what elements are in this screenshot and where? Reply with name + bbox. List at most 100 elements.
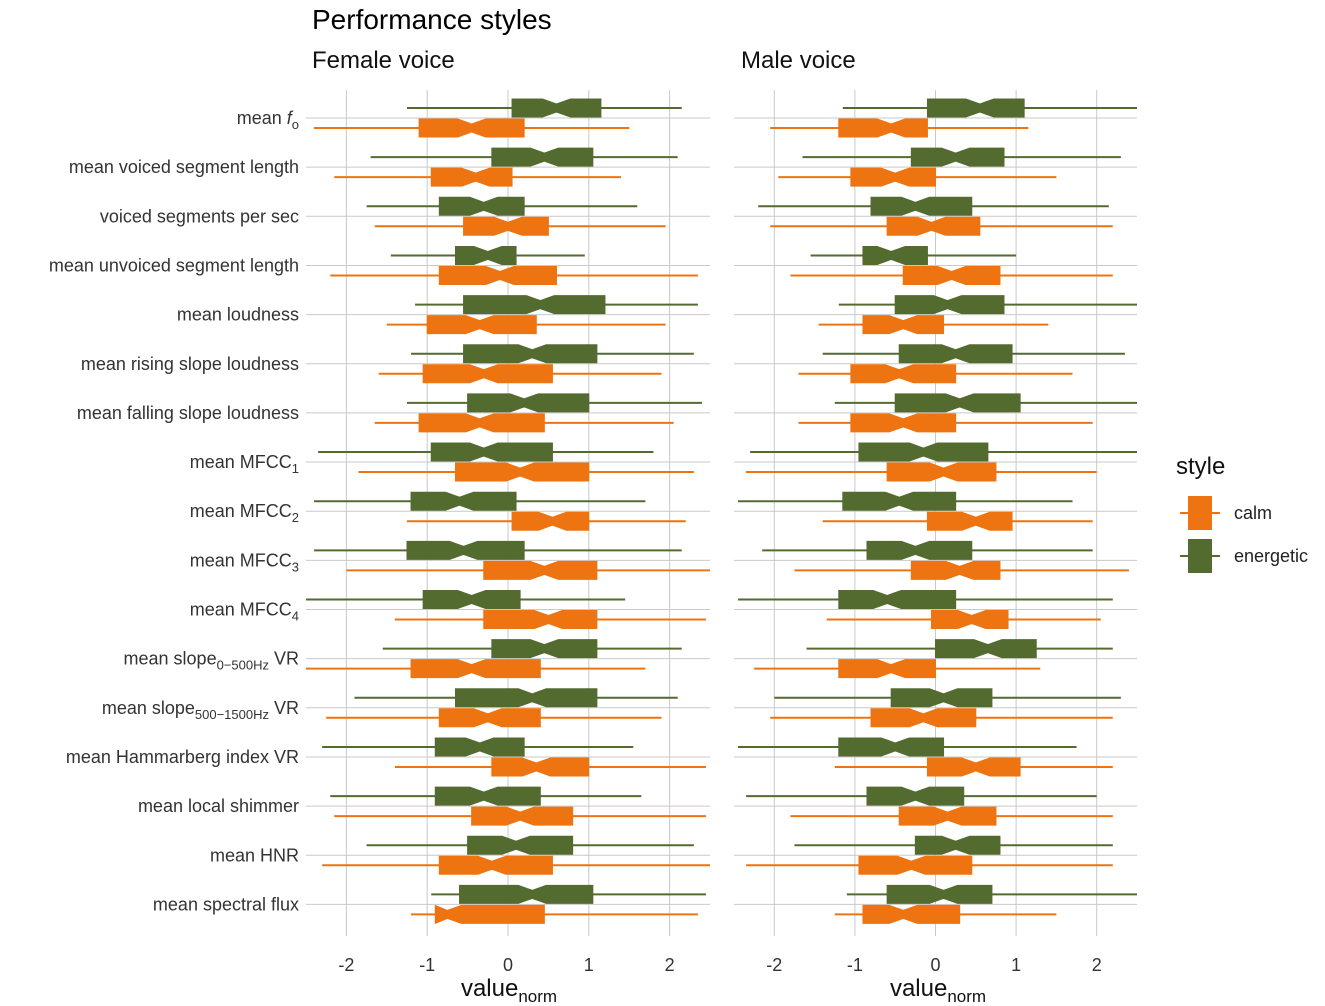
energetic-box [914,835,1001,855]
x-axis-title-male: valuenorm [890,975,986,1006]
x-tick-label: -2 [338,955,354,975]
calm-box [862,315,945,335]
category-label: mean rising slope loudness [81,354,299,374]
calm-box [438,708,541,728]
energetic-box [438,196,525,216]
calm-box [858,855,973,875]
category-label-subscript: 3 [292,559,299,574]
x-axis-title-main: value [890,975,947,1002]
category-label: voiced segments per sec [100,206,299,226]
category-label-text: mean local shimmer [138,796,299,816]
calm-box [850,167,936,187]
calm-box [850,364,957,384]
energetic-box [422,590,521,609]
category-label-suffix: VR [269,698,299,718]
category-label-subscript: 1 [292,461,299,476]
energetic-box [890,688,993,708]
energetic-box [910,147,1005,167]
category-label-text: mean Hammarberg index VR [66,747,299,767]
x-axis-title-female: valuenorm [461,975,557,1006]
x-axis-title-subscript: norm [518,987,557,1006]
category-label-italic: f [287,108,294,128]
category-label: mean voiced segment length [69,157,299,177]
x-tick-label: -1 [847,955,863,975]
x-axis-title-main: value [461,975,518,1002]
energetic-box [463,344,598,364]
calm-box [422,364,553,384]
energetic-box [838,590,957,609]
category-label-suffix: VR [269,649,299,669]
energetic-box [511,98,602,118]
energetic-box [842,491,957,511]
panel-female: -2 -1 0 1 2 [306,90,710,975]
category-label-text: mean unvoiced segment length [49,255,299,275]
energetic-box [491,147,594,167]
energetic-box [894,295,1005,315]
category-label: mean slope0−500Hz VR [124,649,299,673]
panel-title-female: Female voice [312,47,455,74]
calm-box [438,855,553,875]
energetic-box [434,786,541,806]
x-axis-title-subscript: norm [947,987,986,1006]
calm-box [898,806,997,826]
energetic-box [898,344,1013,364]
calm-box [850,413,957,433]
chart-title: Performance styles [312,4,552,35]
energetic-box [430,442,553,462]
energetic-box [894,393,1021,413]
legend-label: energetic [1234,546,1308,566]
category-label-text: mean falling slope loudness [77,403,299,423]
calm-box [418,413,545,433]
category-label: mean MFCC2 [190,501,299,525]
calm-box [463,216,549,236]
category-label: mean Hammarberg index VR [66,747,299,767]
x-tick-label: 2 [1092,955,1102,975]
panel-title-male: Male voice [741,47,856,74]
calm-box [886,216,981,236]
energetic-box [454,245,517,265]
category-label: mean falling slope loudness [77,403,299,423]
calm-box [438,265,557,285]
energetic-box [406,540,525,560]
energetic-box [935,639,1037,659]
calm-box [926,757,1021,777]
x-tick-label: -2 [766,955,782,975]
category-label: mean local shimmer [138,796,299,816]
calm-box [870,708,977,728]
energetic-box [870,196,973,216]
calm-box [886,462,997,482]
category-label-text: mean [237,108,287,128]
x-tick-label: 0 [503,955,513,975]
energetic-box [926,98,1025,118]
energetic-box [866,540,973,560]
category-label-subscript: 4 [292,609,299,624]
category-label: mean HNR [210,845,299,865]
legend: style calm energetic [1176,453,1308,573]
category-label: mean loudness [177,305,299,325]
category-label-text: mean loudness [177,305,299,325]
category-label: mean fo [237,108,299,132]
category-label-subscript: 500−1500Hz [195,707,269,722]
energetic-box [459,884,594,904]
category-label-text: mean slope [124,649,217,669]
x-tick-label: 2 [665,955,675,975]
energetic-box [866,786,965,806]
calm-box [838,659,936,679]
energetic-box [454,688,598,708]
legend-key-box [1188,539,1212,573]
calm-box [511,511,590,531]
energetic-box [467,393,590,413]
category-labels: mean fo mean voiced segment length voiced … [49,108,299,914]
calm-box [430,167,513,187]
category-label-text: voiced segments per sec [100,206,299,226]
category-label-text: mean voiced segment length [69,157,299,177]
category-label: mean unvoiced segment length [49,255,299,275]
x-tick-label: 1 [1011,955,1021,975]
calm-box [902,265,1001,285]
x-tick-label: 1 [584,955,594,975]
category-label: mean MFCC4 [190,600,299,624]
calm-box [434,904,545,925]
calm-box [838,118,928,138]
category-label-subscript: 2 [292,510,299,525]
